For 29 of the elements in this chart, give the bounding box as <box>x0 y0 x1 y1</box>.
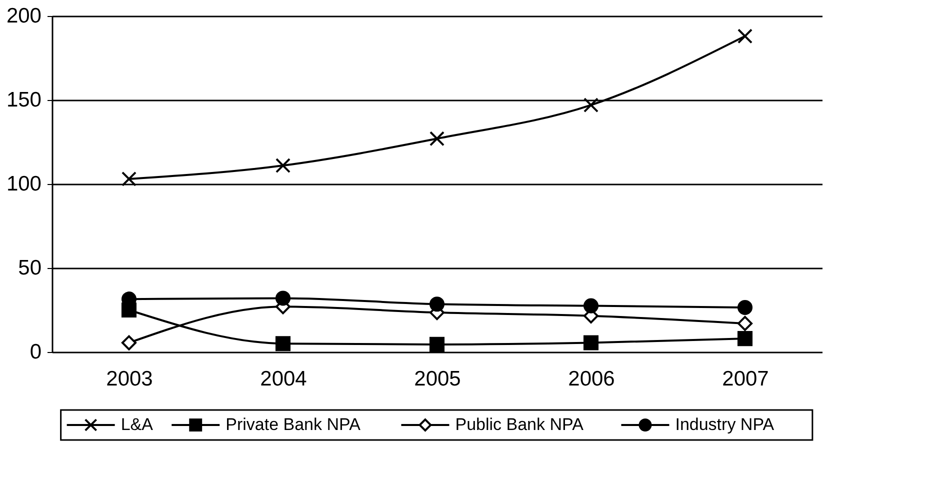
y-tick-label: 200 <box>6 4 42 28</box>
y-tick-label: 100 <box>6 172 42 196</box>
point <box>737 300 753 315</box>
legend-label: Private Bank NPA <box>226 415 362 434</box>
point <box>737 28 753 44</box>
x-tick-label: 2003 <box>106 368 153 390</box>
point <box>737 331 753 346</box>
point <box>275 336 291 352</box>
y-tick-label: 50 <box>18 256 42 280</box>
point <box>583 98 599 113</box>
point <box>275 158 291 174</box>
point <box>121 171 137 186</box>
point <box>583 335 599 350</box>
point <box>737 316 753 331</box>
point <box>275 290 291 306</box>
legend-label: Industry NPA <box>675 415 775 434</box>
x-tick-label: 2005 <box>414 368 461 390</box>
x-tick-label: 2004 <box>260 368 308 390</box>
point <box>583 298 599 314</box>
legend-label: L&A <box>120 415 154 434</box>
point <box>429 296 445 312</box>
y-tick-label: 150 <box>6 88 42 112</box>
x-tick-label: 2006 <box>568 368 615 390</box>
point <box>121 335 137 350</box>
point <box>429 131 445 146</box>
point <box>429 336 445 352</box>
legend-label: Public Bank NPA <box>455 415 584 434</box>
y-tick-label: 0 <box>30 340 42 364</box>
x-tick-label: 2007 <box>722 368 769 390</box>
